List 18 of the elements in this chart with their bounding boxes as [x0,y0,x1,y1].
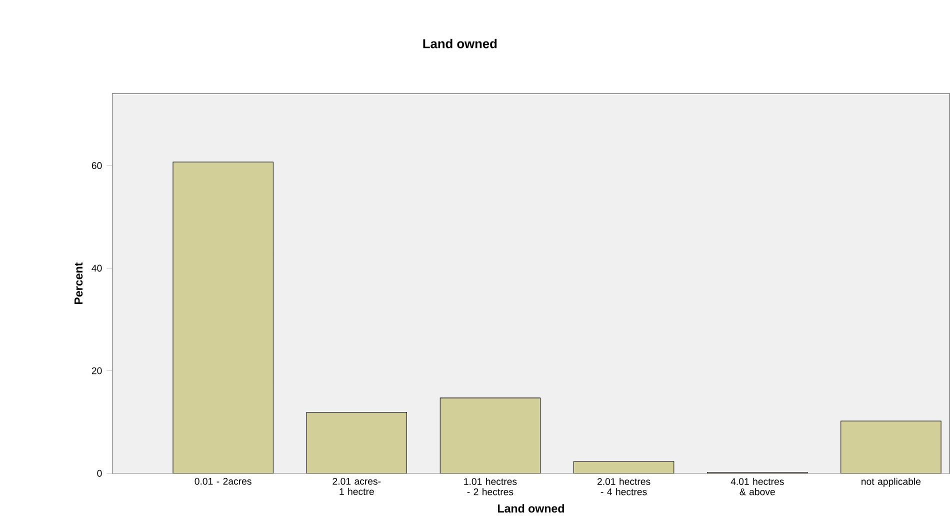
bar [306,412,408,474]
y-tick-label: 20 [92,367,102,374]
x-tick-label: not applicable [862,478,921,487]
bar [172,162,274,474]
y-tick-label: 0 [97,470,102,477]
x-tick-label: 1.01 hectres - 2 hectres [464,478,517,496]
x-tick-label: 4.01 hectres & above [730,478,784,496]
x-axis-title: Land owned [498,504,564,513]
y-axis-title: Percent [74,262,83,304]
chart-title: Land owned [423,38,497,48]
y-tick-label: 40 [92,264,102,272]
bar [840,420,942,474]
bar [574,462,674,474]
y-tick-label: 60 [92,162,102,170]
x-tick-label: 2.01 hectres - 4 hectres [597,478,650,496]
x-tick-label: 0.01 - 2acres [194,478,252,485]
x-tick-label: 2.01 acres- 1 hectre [332,478,381,496]
bar [440,398,540,474]
